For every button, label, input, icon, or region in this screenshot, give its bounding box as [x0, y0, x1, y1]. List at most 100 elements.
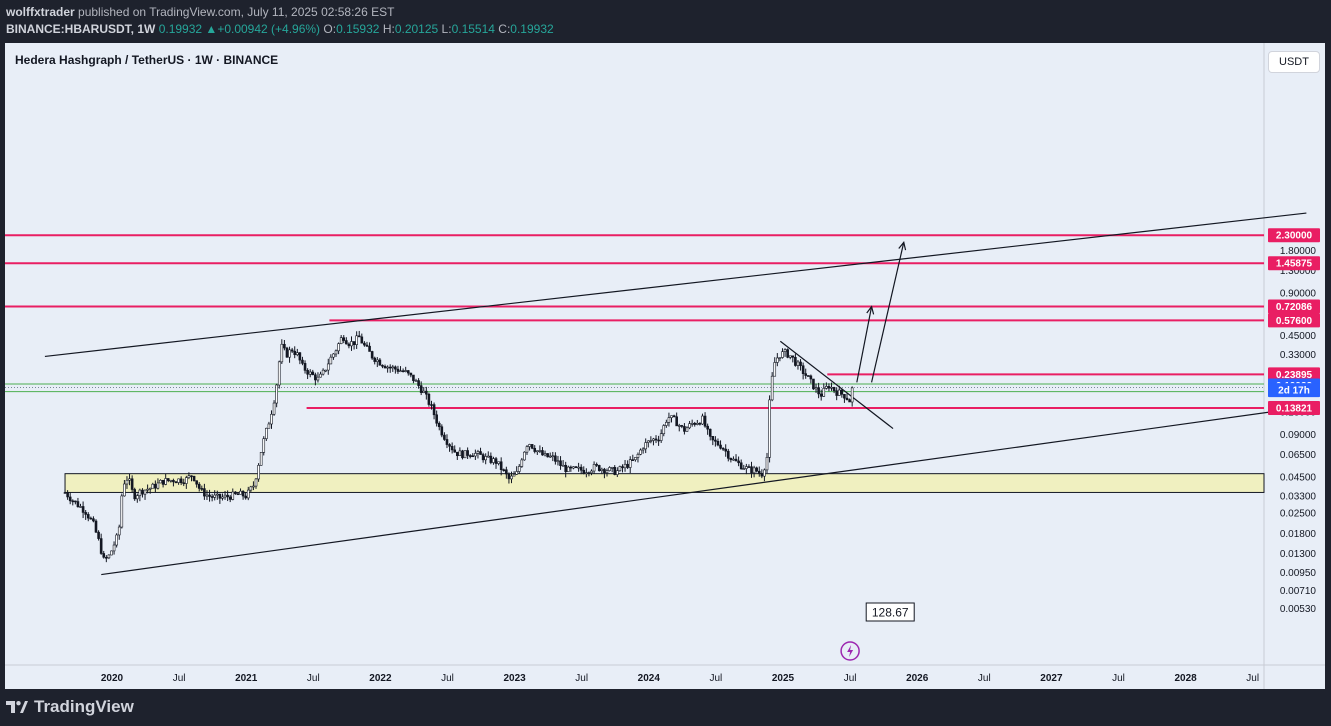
candle-body	[453, 449, 457, 453]
candle-body	[672, 415, 676, 418]
high-value: 0.20125	[394, 22, 439, 36]
candle-body	[311, 371, 315, 376]
high-label: H:	[382, 22, 395, 36]
candle-body	[667, 417, 671, 423]
candle-body	[257, 465, 260, 480]
candle-body	[486, 455, 490, 458]
currency-button[interactable]: USDT	[1268, 51, 1320, 73]
candle-body	[724, 448, 728, 452]
candle-body	[283, 343, 286, 349]
caret-up-icon: ▲	[205, 22, 218, 36]
publish-info: wolffxtrader published on TradingView.co…	[6, 5, 394, 19]
candle-body	[461, 450, 464, 459]
candle-body	[102, 553, 106, 558]
candle-body	[706, 425, 709, 430]
candle-body	[827, 386, 831, 389]
candle-body	[497, 461, 500, 464]
y-tick-label: 0.03300	[1280, 492, 1317, 503]
candle-body	[690, 422, 694, 425]
candle-body	[177, 478, 180, 483]
candle-body	[541, 450, 544, 456]
candle-body	[228, 496, 232, 500]
candle-body	[76, 501, 80, 508]
candle-body	[492, 458, 495, 463]
candle-body	[739, 462, 743, 470]
candle-body	[634, 457, 637, 461]
candle-body	[197, 483, 201, 489]
candle-body	[628, 459, 632, 468]
x-tick-label: Jul	[173, 673, 186, 684]
price-axis	[1264, 43, 1325, 689]
y-tick-label: 0.09000	[1280, 430, 1317, 441]
candle-body	[210, 496, 214, 498]
chart-pane[interactable]: 128.672.300001.800001.300000.900000.6500…	[5, 43, 1325, 689]
candle-body	[363, 342, 366, 346]
candle-body	[590, 470, 593, 474]
candle-body	[301, 359, 304, 364]
candle-body	[484, 456, 487, 461]
author-name[interactable]: wolffxtrader	[6, 5, 75, 19]
candle-body	[74, 500, 77, 503]
candle-body	[141, 489, 144, 495]
candle-body	[107, 554, 111, 559]
candle-body	[326, 363, 330, 371]
candle-body	[683, 426, 686, 432]
downtrend-line	[779, 340, 894, 430]
publish-meta: published on TradingView.com, July 11, 2…	[74, 5, 395, 19]
candle-body	[794, 356, 797, 366]
candle-body	[799, 361, 802, 367]
candle-body	[603, 468, 606, 474]
candle-body	[143, 489, 147, 495]
y-tick-label: 1.30000	[1280, 266, 1317, 277]
candle-body	[383, 366, 387, 369]
candle-body	[773, 362, 777, 377]
candle-body	[417, 380, 420, 386]
candle-body	[489, 455, 493, 463]
annotation-text: 128.67	[872, 606, 909, 620]
candle-body	[587, 472, 591, 474]
candle-body	[244, 495, 247, 499]
candle-body	[345, 340, 348, 345]
candle-body	[608, 467, 611, 471]
candle-body	[68, 496, 72, 502]
channel-lower-line	[101, 404, 1320, 576]
candle-body	[272, 402, 276, 415]
candle-body	[388, 366, 392, 369]
candle-body	[394, 366, 397, 370]
price-chart[interactable]: 128.672.300001.800001.300000.900000.6500…	[5, 43, 1325, 689]
candle-body	[546, 453, 549, 458]
candle-body	[112, 544, 116, 552]
candle-body	[262, 438, 266, 453]
candle-body	[86, 514, 90, 519]
annotation-box	[865, 602, 915, 622]
candle-body	[809, 375, 813, 380]
candle-body	[450, 446, 454, 451]
projection-arrow	[870, 242, 905, 383]
y-tick-label: 0.00530	[1280, 604, 1317, 615]
candle-body	[378, 359, 382, 366]
candle-body	[819, 393, 823, 397]
candle-body	[804, 373, 808, 376]
close-label: C:	[498, 22, 511, 36]
open-value: 0.15932	[336, 22, 380, 36]
open-label: O:	[323, 22, 337, 36]
candle-body	[677, 425, 681, 427]
y-tick-label: 0.06500	[1280, 450, 1317, 461]
candle-body	[765, 457, 769, 471]
low-value: 0.15514	[451, 22, 495, 36]
candle-body	[698, 422, 702, 425]
candle-body	[373, 357, 377, 362]
candle-body	[675, 416, 678, 427]
candle-body	[226, 494, 229, 498]
candle-body	[574, 466, 578, 469]
channel-upper-line	[44, 212, 1307, 358]
candle-body	[665, 422, 668, 426]
candle-body	[778, 357, 782, 359]
price-label-badge	[1268, 313, 1320, 328]
footer-brand[interactable]: TradingView	[6, 697, 134, 717]
x-tick-label: 2024	[638, 673, 661, 684]
candle-body	[332, 353, 335, 358]
candle-body	[399, 370, 402, 373]
price-label-badge	[1268, 383, 1320, 398]
candle-body	[566, 466, 570, 473]
